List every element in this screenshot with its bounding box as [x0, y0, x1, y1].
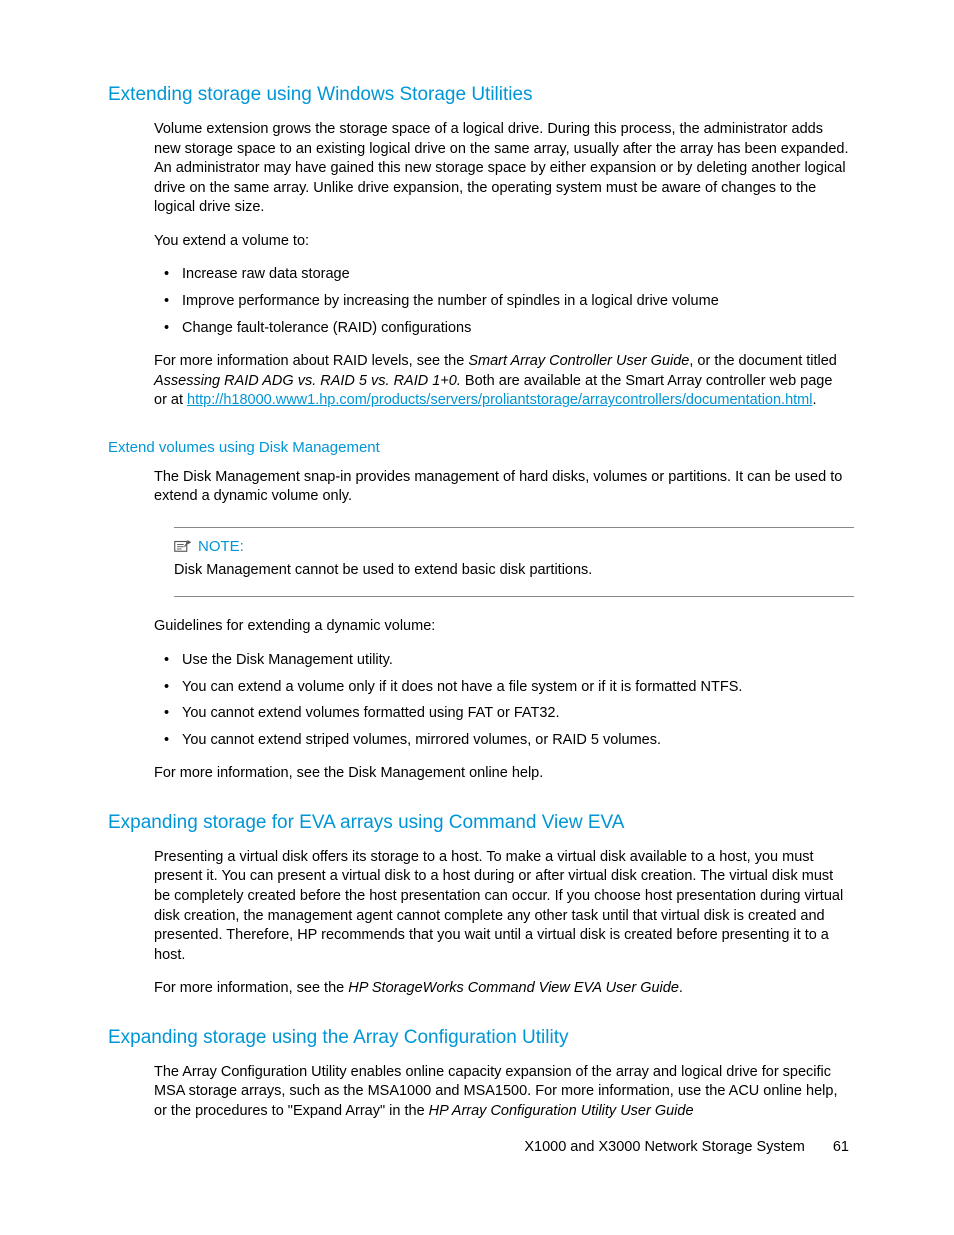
section1-para2: You extend a volume to:	[154, 232, 849, 252]
section-array-config-utility: Expanding storage using the Array Config…	[108, 1027, 849, 1122]
text: , or the document titled	[689, 353, 837, 369]
doc-title: HP StorageWorks Command View EVA User Gu…	[348, 980, 679, 996]
note-icon	[174, 539, 192, 553]
list-item: You can extend a volume only if it does …	[154, 678, 849, 698]
text: For more information, see the	[154, 980, 348, 996]
list-item: Use the Disk Management utility.	[154, 651, 849, 671]
note-body: Disk Management cannot be used to extend…	[174, 561, 854, 581]
heading-extend-volumes-dm: Extend volumes using Disk Management	[108, 439, 849, 456]
section1sub-para2: Guidelines for extending a dynamic volum…	[154, 617, 849, 637]
list-item: Change fault-tolerance (RAID) configurat…	[154, 319, 849, 339]
text: .	[679, 980, 683, 996]
section-extend-volumes-dm: Extend volumes using Disk Management The…	[108, 439, 849, 784]
section2-para2: For more information, see the HP Storage…	[154, 979, 849, 999]
section1sub-bullets: Use the Disk Management utility. You can…	[154, 651, 849, 750]
page-footer: X1000 and X3000 Network Storage System 6…	[524, 1139, 849, 1155]
heading-extending-storage: Extending storage using Windows Storage …	[108, 84, 849, 106]
text: .	[812, 392, 816, 408]
list-item: Increase raw data storage	[154, 265, 849, 285]
documentation-link[interactable]: http://h18000.www1.hp.com/products/serve…	[187, 392, 812, 408]
section1-bullets: Increase raw data storage Improve perfor…	[154, 265, 849, 338]
section1-para1: Volume extension grows the storage space…	[154, 120, 849, 218]
section2-para1: Presenting a virtual disk offers its sto…	[154, 848, 849, 965]
doc-title: HP Array Configuration Utility User Guid…	[429, 1103, 694, 1119]
note-box: NOTE: Disk Management cannot be used to …	[174, 527, 854, 598]
note-label: NOTE:	[198, 538, 244, 555]
heading-acu: Expanding storage using the Array Config…	[108, 1027, 849, 1049]
section1sub-para1: The Disk Management snap-in provides man…	[154, 468, 849, 507]
section3-para1: The Array Configuration Utility enables …	[154, 1063, 849, 1122]
footer-title: X1000 and X3000 Network Storage System	[524, 1139, 805, 1155]
text: For more information about RAID levels, …	[154, 353, 468, 369]
list-item: You cannot extend striped volumes, mirro…	[154, 731, 849, 751]
section1sub-para3: For more information, see the Disk Manag…	[154, 764, 849, 784]
list-item: Improve performance by increasing the nu…	[154, 292, 849, 312]
section2-body: Presenting a virtual disk offers its sto…	[154, 848, 849, 999]
list-item: You cannot extend volumes formatted usin…	[154, 704, 849, 724]
section-extending-storage: Extending storage using Windows Storage …	[108, 84, 849, 411]
note-heading: NOTE:	[174, 538, 854, 555]
section1-para3: For more information about RAID levels, …	[154, 352, 849, 411]
section1-body: Volume extension grows the storage space…	[154, 120, 849, 411]
section-eva-command-view: Expanding storage for EVA arrays using C…	[108, 812, 849, 999]
section3-body: The Array Configuration Utility enables …	[154, 1063, 849, 1122]
heading-eva: Expanding storage for EVA arrays using C…	[108, 812, 849, 834]
doc-title: Smart Array Controller User Guide	[468, 353, 689, 369]
section1sub-body: The Disk Management snap-in provides man…	[154, 468, 849, 784]
doc-title: Assessing RAID ADG vs. RAID 5 vs. RAID 1…	[154, 373, 461, 389]
page-number: 61	[833, 1139, 849, 1155]
